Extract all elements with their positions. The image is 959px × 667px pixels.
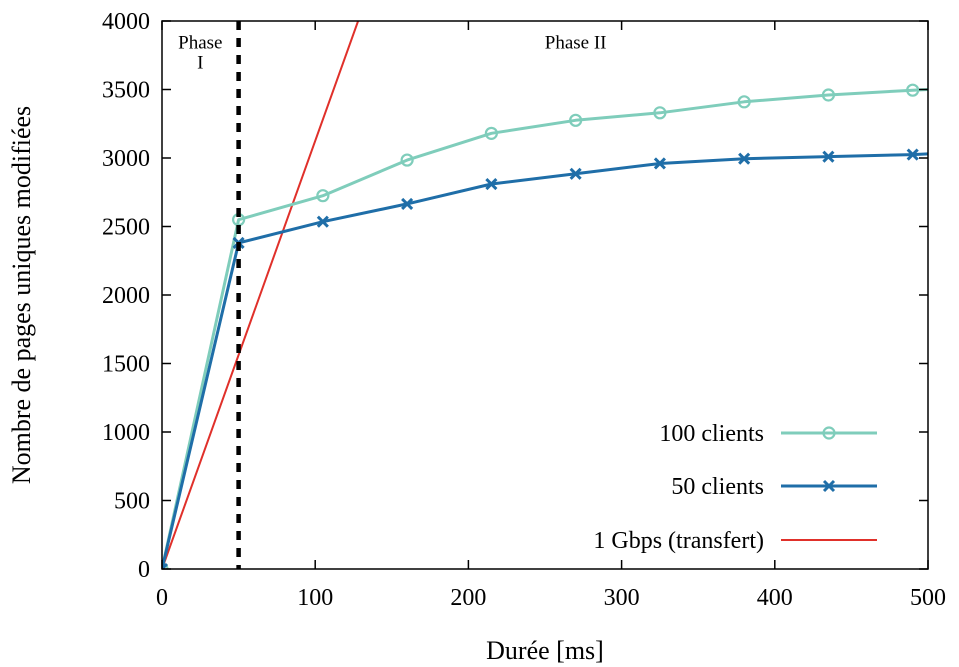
legend-label: 100 clients [659, 421, 764, 447]
y-tick-label: 4000 [102, 9, 150, 35]
x-axis-title: Durée [ms] [486, 636, 604, 665]
x-marker [738, 152, 751, 165]
y-tick-label: 3000 [102, 146, 150, 172]
x-marker-stroke [162, 562, 169, 569]
series-line [162, 21, 360, 569]
x-marker [316, 215, 329, 228]
circle-marker [569, 113, 583, 127]
x-marker-stroke [569, 167, 582, 180]
circle-marker [821, 88, 836, 102]
x-marker-stroke [485, 177, 498, 191]
legend-item: 50 clients [671, 474, 877, 500]
circle-marker [484, 126, 498, 140]
x-axis: 0 100 200 300 400 500 [156, 21, 946, 611]
circle-marker [737, 95, 751, 109]
x-marker [401, 197, 414, 210]
x-marker-stroke [906, 148, 919, 161]
y-tick-label: 2000 [102, 283, 150, 309]
x-marker-stroke [822, 150, 835, 163]
legend-label: 50 clients [671, 474, 764, 500]
series-line [162, 152, 928, 569]
annotation-layer: Phase I Phase II [178, 21, 607, 569]
y-axis: 0 500 1000 1500 2000 2500 3000 3500 4000 [102, 9, 928, 583]
phase-label: Phase I [178, 32, 222, 73]
x-marker [162, 562, 169, 569]
circle-marker [400, 153, 414, 167]
x-marker-stroke [316, 215, 329, 228]
legend: 100 clients 50 clients 1 Gbps (transfert) [593, 421, 877, 554]
x-marker [822, 479, 836, 493]
legend-label: 1 Gbps (transfert) [593, 528, 764, 554]
circle-marker [316, 189, 330, 203]
x-marker-stroke [401, 197, 414, 210]
x-marker [569, 167, 582, 180]
y-tick-label: 2500 [102, 215, 150, 241]
y-tick-label: 500 [114, 489, 150, 515]
y-tick-label: 0 [138, 557, 150, 583]
phase-label: Phase II [545, 32, 607, 53]
x-marker [485, 177, 498, 191]
series-1-gbps-transfert- [162, 21, 360, 569]
y-tick-label: 1000 [102, 420, 150, 446]
y-axis-title: Nombre de pages uniques modifiées [7, 106, 36, 484]
x-tick-label: 200 [450, 585, 486, 611]
series-50-clients [162, 148, 928, 569]
series-line [162, 88, 928, 569]
x-marker-stroke [822, 479, 836, 493]
x-marker-stroke [653, 157, 666, 170]
circle-marker [822, 426, 836, 440]
legend-item: 100 clients [659, 421, 877, 447]
x-tick-label: 300 [604, 585, 640, 611]
x-marker-stroke [738, 152, 751, 165]
legend-item: 1 Gbps (transfert) [593, 528, 877, 554]
series-layer [162, 21, 928, 569]
y-tick-label: 3500 [102, 78, 150, 104]
x-marker [906, 148, 919, 161]
series-100-clients [162, 83, 928, 569]
x-tick-label: 0 [156, 585, 168, 611]
x-marker [653, 157, 666, 170]
x-tick-label: 100 [297, 585, 333, 611]
circle-marker [653, 106, 667, 120]
x-marker [822, 150, 835, 163]
x-tick-label: 500 [910, 585, 946, 611]
y-tick-label: 1500 [102, 352, 150, 378]
circle-marker [906, 83, 920, 97]
x-tick-label: 400 [757, 585, 793, 611]
